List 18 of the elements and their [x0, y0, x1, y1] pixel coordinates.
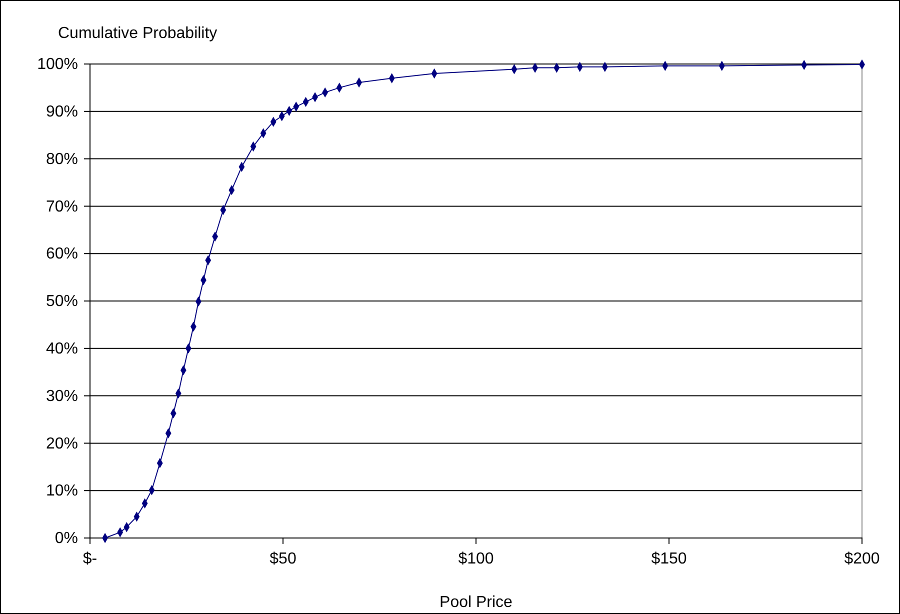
y-axis-title: Cumulative Probability: [58, 25, 218, 42]
y-tick-label: 40%: [46, 340, 78, 358]
y-tick-label: 10%: [46, 482, 78, 500]
y-tick-label: 60%: [46, 246, 78, 263]
y-tick-label: 30%: [46, 388, 78, 405]
y-tick-label: 100%: [37, 56, 78, 74]
x-axis-title: Pool Price: [440, 594, 513, 611]
x-tick-label: $150: [651, 550, 687, 568]
y-tick-label: 80%: [46, 150, 78, 168]
x-tick-label: $100: [458, 550, 494, 568]
x-tick-label: $200: [844, 550, 880, 568]
y-tick-label: 0%: [54, 530, 78, 548]
y-tick-label: 90%: [46, 104, 78, 121]
y-tick-label: 70%: [46, 198, 78, 216]
x-tick-label: $-: [82, 550, 98, 568]
y-tick-label: 20%: [46, 435, 78, 452]
y-tick-label: 50%: [46, 293, 78, 310]
x-tick-label: $50: [270, 550, 296, 568]
